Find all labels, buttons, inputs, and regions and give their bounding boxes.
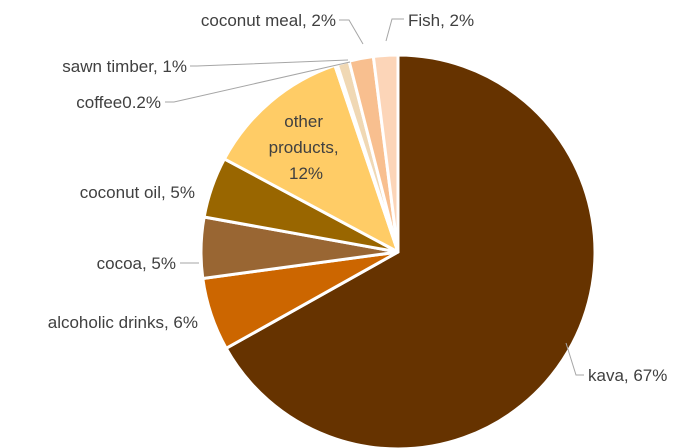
pie-slice-kava <box>224 53 597 448</box>
data-label-alcoholic-drinks: alcoholic drinks, 6% <box>48 313 198 332</box>
data-label-sawn-timber: sawn timber, 1% <box>62 57 187 76</box>
leader-line-sawn-timber <box>190 59 349 67</box>
data-label-cocoa: cocoa, 5% <box>97 254 176 273</box>
data-label-coconut-oil: coconut oil, 5% <box>80 183 195 202</box>
data-label-kava: kava, 67% <box>588 366 667 385</box>
leader-lines <box>165 18 584 376</box>
data-label-coffee: coffee0.2% <box>76 93 161 112</box>
data-labels: kava, 67% alcoholic drinks, 6% cocoa, 5%… <box>48 11 668 385</box>
data-label-other-products-line3: 12% <box>289 164 323 183</box>
pie-slice-other-products <box>222 63 400 254</box>
leader-line-fish <box>385 18 404 42</box>
leader-line-coffee <box>165 61 351 103</box>
data-label-other-products-line1: other <box>284 112 323 131</box>
pie-slice-fish <box>371 53 400 254</box>
data-label-fish: Fish, 2% <box>408 11 474 30</box>
pie-slices <box>199 53 597 448</box>
data-label-other-products-line2: products, <box>269 138 339 157</box>
data-label-other-products: other products, 12% <box>269 112 344 183</box>
leader-line-coconut-meal <box>339 19 364 45</box>
data-label-coconut-meal: coconut meal, 2% <box>201 11 336 30</box>
leader-line-kava <box>565 342 584 376</box>
